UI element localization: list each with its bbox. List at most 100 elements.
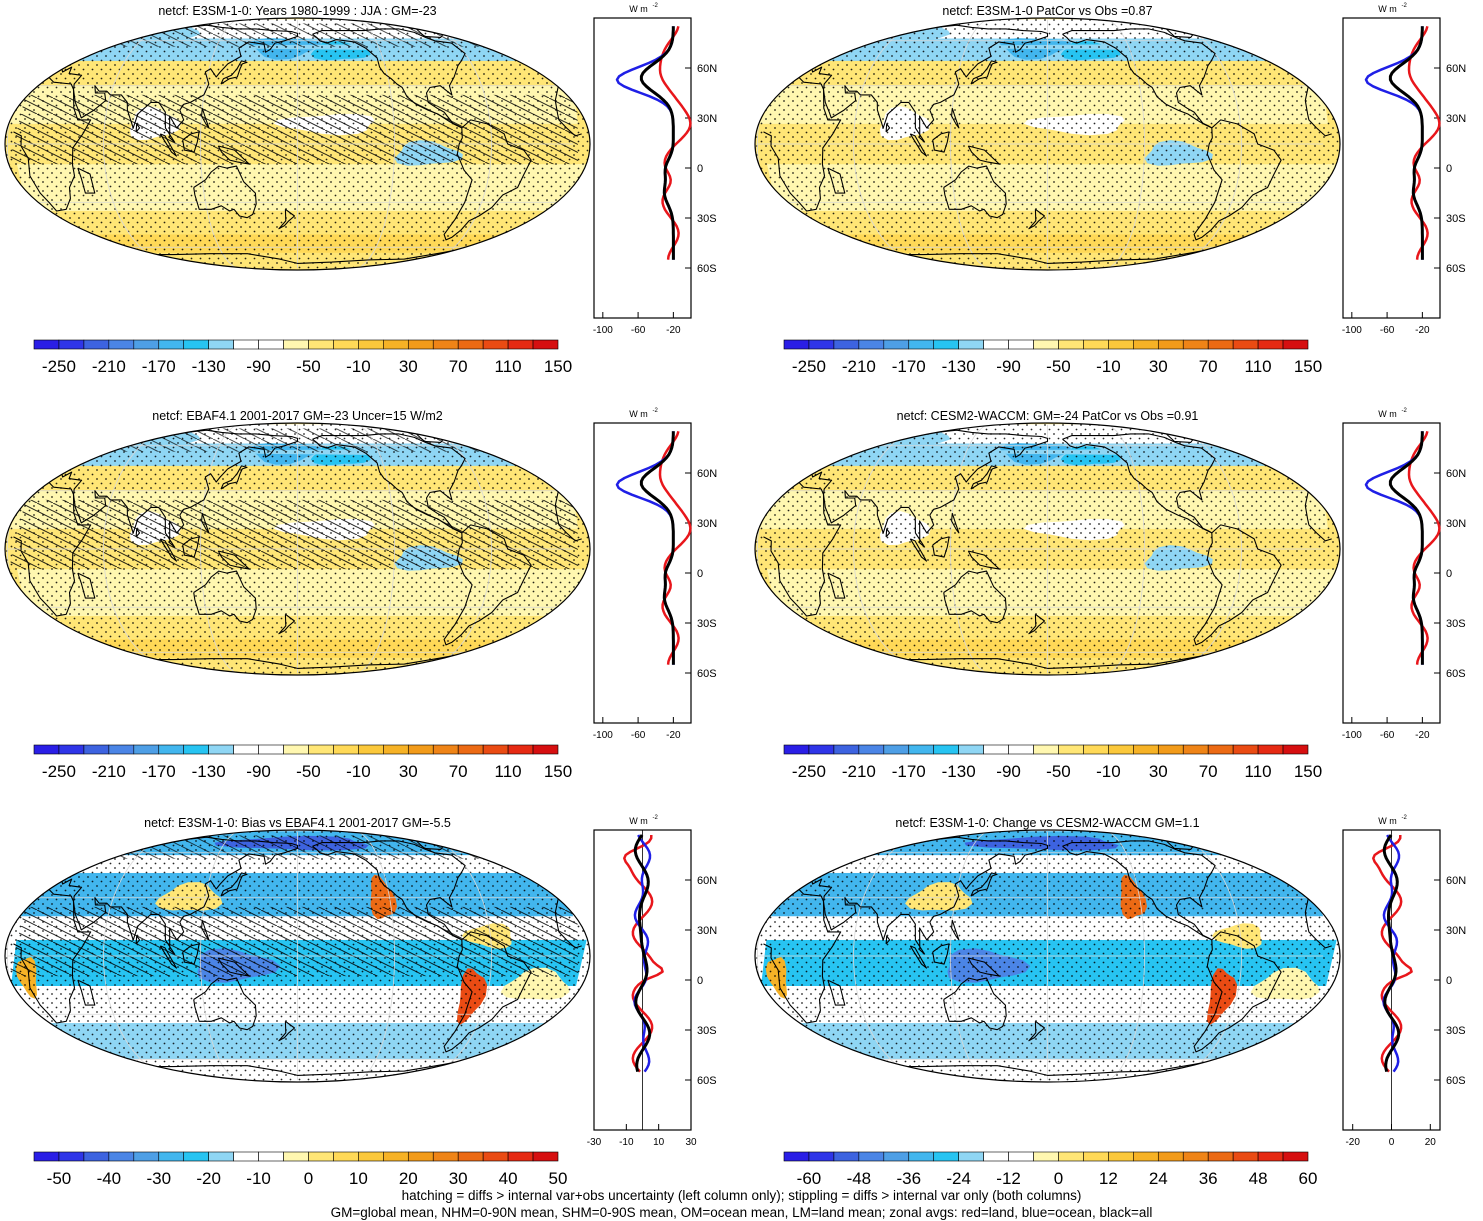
- colorbar-swatch-13: [1108, 744, 1134, 755]
- profile-lat-label: 0: [697, 975, 703, 987]
- coast-newZealand: [1028, 208, 1046, 230]
- colorbar-swatch-16: [432, 1151, 459, 1162]
- coast-borneo: [182, 536, 200, 558]
- graticule-lon: [853, 19, 926, 269]
- coast-newGuinea: [217, 145, 250, 165]
- profile-x-label: -20: [1415, 325, 1430, 336]
- coast-iceland: [494, 845, 509, 849]
- colorbar-swatch-0: [33, 1151, 60, 1162]
- colorbar-swatch-0: [33, 339, 60, 350]
- colorbar-label: 36: [1199, 1169, 1218, 1185]
- colorbar-swatch-7: [958, 339, 984, 350]
- colorbar-swatch-5: [158, 744, 185, 755]
- colorbar-swatch-16: [1182, 1151, 1209, 1162]
- colorbar: -250 -210 -170 -130 -90 -50 -10 30 70 110 150: [783, 744, 1322, 781]
- graticule-lon: [419, 831, 492, 1081]
- coast-sumatra: [159, 945, 178, 969]
- profile-x-label: -20: [1415, 730, 1430, 741]
- coast-newZealand: [1028, 1020, 1046, 1042]
- colorbar-swatch-12: [1083, 744, 1109, 755]
- profile-lat-label: 30N: [697, 518, 717, 530]
- graticule-lon: [419, 424, 492, 674]
- colorbar-swatch-14: [1133, 339, 1159, 350]
- coast-madagascar: [827, 572, 846, 599]
- colorbar-label: -36: [896, 1169, 921, 1185]
- colorbar-label: 150: [1294, 357, 1322, 376]
- colorbar-swatch-10: [283, 339, 309, 350]
- colorbar-swatch-18: [482, 1151, 509, 1162]
- profile-units: W m: [1378, 409, 1397, 419]
- graticule-lon: [200, 19, 237, 269]
- map: [754, 829, 1341, 1083]
- colorbar: -250 -210 -170 -130 -90 -50 -10 30 70 110 150: [783, 339, 1322, 376]
- coast-sumatra: [909, 945, 928, 969]
- colorbar-label: 70: [1199, 357, 1218, 376]
- colorbar-swatch-19: [1257, 1151, 1284, 1162]
- colorbar-swatch-4: [883, 744, 910, 755]
- coast-philippines: [201, 513, 210, 534]
- colorbar-swatch-8: [233, 1151, 259, 1162]
- colorbar-label: -10: [246, 1169, 271, 1185]
- profile-lat-label: 0: [1446, 163, 1452, 175]
- zonal-profile: W m -2 60N 30N 0 30S 60S -100 -60 -20: [593, 408, 717, 741]
- colorbar-label: 30: [449, 1169, 468, 1185]
- coast-indiaSri: [885, 528, 891, 538]
- profile-frame: [1342, 422, 1441, 724]
- coast-japan: [220, 872, 248, 897]
- coast-southAmerica: [1193, 524, 1282, 646]
- profile-x-label: -20: [666, 730, 681, 741]
- colorbar-swatch-14: [1133, 1151, 1159, 1162]
- coast-borneo: [932, 131, 950, 153]
- colorbar-swatch-16: [1182, 744, 1209, 755]
- coast-madagascar: [77, 572, 96, 599]
- profile-lat-label: 30S: [697, 1025, 717, 1037]
- coast-indiaSri: [135, 528, 141, 538]
- map-border: [754, 17, 1341, 271]
- colorbar-swatch-1: [808, 744, 835, 755]
- colorbar-swatch-11: [1058, 744, 1084, 755]
- coast-iceland: [1244, 33, 1259, 37]
- colorbar: -60 -48 -36 -24 -12 0 12 24 36 48 60: [783, 1151, 1317, 1185]
- colorbar-label: -90: [996, 357, 1021, 376]
- zonal-profile: W m -2 60N 30N 0 30S 60S -100 -60 -20: [1342, 408, 1466, 741]
- colorbar-swatch-6: [183, 1151, 209, 1162]
- colorbar-swatch-18: [482, 339, 509, 350]
- colorbar-swatch-12: [1083, 1151, 1109, 1162]
- colorbar-swatch-12: [333, 744, 359, 755]
- colorbar-swatch-2: [833, 744, 860, 755]
- profile-line-ocean: [615, 431, 675, 665]
- map-field: [5, 830, 590, 1082]
- colorbar-swatch-14: [383, 744, 409, 755]
- profile-units-exponent: -2: [653, 408, 659, 414]
- colorbar-swatch-11: [1058, 1151, 1084, 1162]
- colorbar-label: 30: [1149, 357, 1168, 376]
- panel-1: netcf: E3SM-1-0: Years 1980-1999 : JJA :…: [4, 3, 717, 376]
- coast-northAmerica: [312, 433, 466, 534]
- coast-indiaSri: [135, 123, 141, 133]
- coast-philippines: [951, 513, 960, 534]
- colorbar: -50 -40 -30 -20 -10 0 10 20 30 40 50: [33, 1151, 567, 1185]
- colorbar-label: -250: [42, 762, 76, 781]
- coast-japan: [220, 465, 248, 490]
- colorbar-swatch-7: [958, 1151, 984, 1162]
- coast-northAmerica: [1062, 28, 1216, 129]
- colorbar-label: 110: [495, 762, 522, 781]
- colorbar-label: -130: [192, 357, 226, 376]
- coast-ellesmere: [399, 426, 423, 432]
- map-field: [755, 830, 1340, 1082]
- profile-frame: [593, 17, 692, 319]
- colorbar-label: -210: [842, 762, 876, 781]
- colorbar-swatch-17: [457, 339, 484, 350]
- map-border: [4, 17, 591, 271]
- hatching-high-lat: [54, 835, 534, 859]
- colorbar-label: -90: [246, 357, 271, 376]
- colorbar-swatch-5: [908, 339, 935, 350]
- colorbar-label: 30: [1149, 762, 1168, 781]
- profile-lat-label: 0: [1446, 975, 1452, 987]
- colorbar: -250 -210 -170 -130 -90 -50 -10 30 70 110 150: [33, 339, 572, 376]
- coast-japan: [970, 465, 998, 490]
- colorbar-swatch-20: [1282, 744, 1309, 755]
- profile-lat-label: 60N: [1446, 875, 1466, 887]
- graticule-lon: [1169, 19, 1242, 269]
- graticule-lon: [358, 831, 395, 1081]
